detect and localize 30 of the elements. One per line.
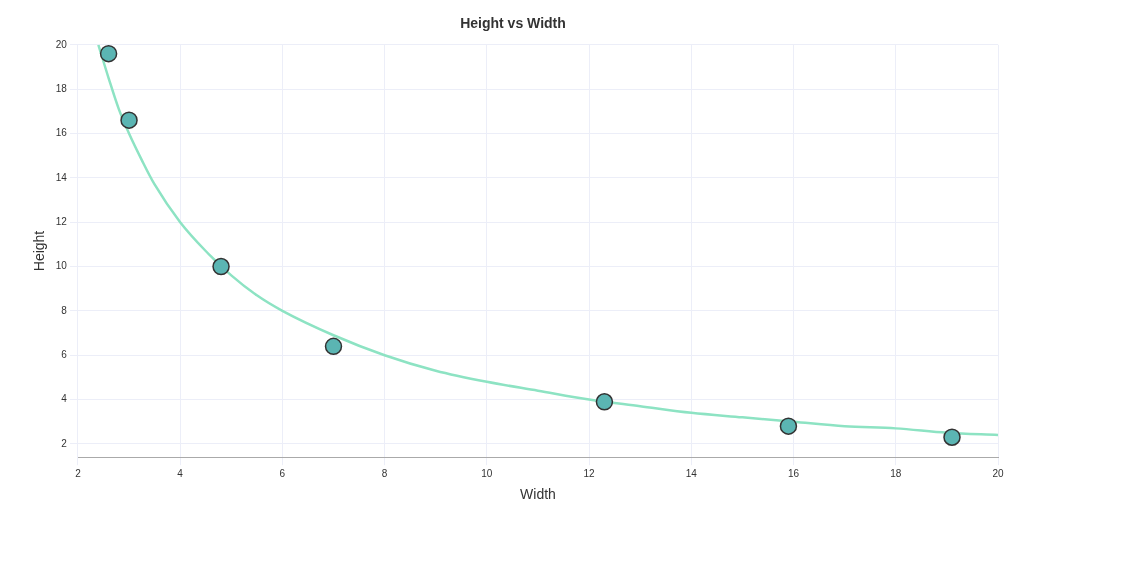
x-axis-title: Width — [520, 486, 556, 503]
y-tick-label: 18 — [55, 82, 68, 94]
y-tick-label: 8 — [61, 304, 68, 316]
y-tick-label: 16 — [55, 127, 68, 139]
point — [595, 393, 614, 411]
point — [120, 111, 138, 129]
point — [943, 428, 961, 446]
x-tick-label: 4 — [177, 467, 184, 479]
x-tick-label: 12 — [583, 467, 596, 479]
y-tick-label: 20 — [55, 38, 68, 50]
x-tick-label: 16 — [787, 467, 800, 479]
point — [779, 417, 798, 435]
y-tick-label: 12 — [55, 215, 68, 227]
y-axis-title: Height — [31, 230, 48, 272]
x-tick-label: 2 — [75, 467, 82, 479]
point — [99, 44, 118, 63]
point — [212, 257, 230, 276]
point — [324, 337, 343, 356]
x-tick-label: 14 — [685, 467, 698, 479]
x-tick-label: 20 — [992, 467, 1004, 479]
x-tick-label: 8 — [381, 467, 388, 479]
y-tick-label: 4 — [61, 393, 68, 405]
x-tick-label: 10 — [481, 467, 493, 479]
chart-title: Height vs Width — [460, 15, 566, 32]
x-tick-label: 6 — [279, 467, 286, 479]
y-tick-label: 10 — [55, 260, 68, 272]
x-tick-label: 18 — [890, 467, 902, 479]
y-tick-label: 14 — [55, 171, 68, 183]
y-tick-label: 2 — [61, 437, 68, 449]
y-tick-label: 6 — [61, 348, 68, 360]
